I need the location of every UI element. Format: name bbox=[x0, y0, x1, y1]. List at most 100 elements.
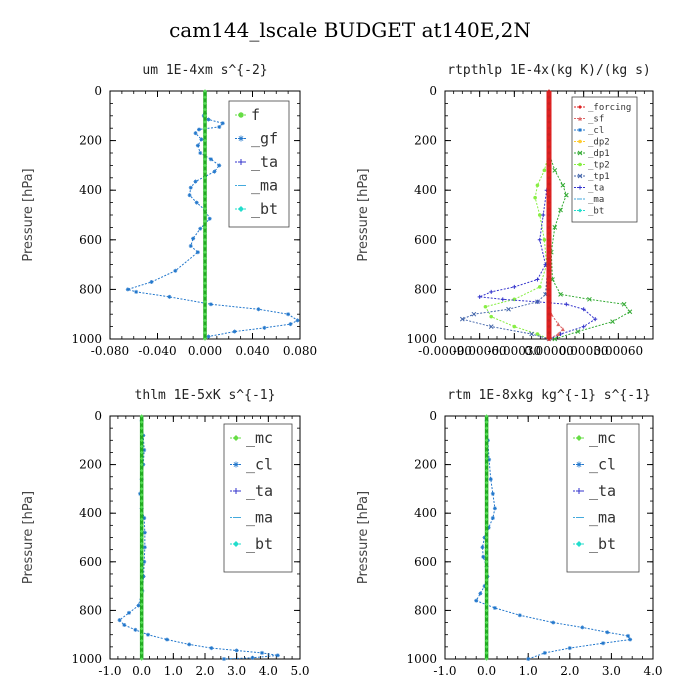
zero-line-marker bbox=[139, 657, 144, 661]
data-point-sf bbox=[560, 327, 565, 332]
zero-line-marker bbox=[547, 200, 551, 205]
data-point-ta bbox=[477, 294, 482, 299]
legend-entry-f: f bbox=[251, 106, 260, 124]
data-point-cl bbox=[146, 632, 150, 637]
x-tick-label: -1.0 bbox=[433, 664, 456, 678]
zero-line-marker bbox=[139, 651, 144, 655]
data-point-tp2 bbox=[533, 195, 537, 200]
data-point-cl bbox=[234, 648, 239, 653]
legend-entry-ma: _ma bbox=[589, 509, 616, 527]
data-point-cl bbox=[195, 250, 200, 255]
zero-line-marker bbox=[139, 499, 144, 503]
data-point-sf bbox=[556, 332, 561, 337]
zero-line-marker bbox=[139, 529, 144, 534]
data-point-cl bbox=[167, 294, 172, 299]
zero-line-marker bbox=[484, 462, 489, 467]
data-point-dp1 bbox=[560, 182, 566, 188]
zero-line-marker bbox=[203, 256, 207, 261]
zero-line-marker bbox=[547, 318, 551, 323]
chart-title: um 1E-4xm s^{-2} bbox=[142, 63, 267, 78]
zero-line-marker bbox=[547, 324, 551, 329]
data-point-cl bbox=[206, 334, 211, 339]
zero-line-marker bbox=[484, 602, 489, 607]
legend: _mc _cl _ta _ma _bt bbox=[566, 423, 640, 573]
data-point-cl bbox=[199, 137, 204, 142]
data-point-cl bbox=[260, 650, 264, 655]
legend-entry-bt: _bt bbox=[251, 200, 278, 218]
zero-line-marker bbox=[547, 269, 551, 273]
data-point-cl bbox=[142, 530, 147, 535]
zero-line-marker bbox=[547, 250, 551, 254]
zero-line-marker bbox=[203, 262, 207, 267]
data-point-dp1 bbox=[587, 296, 592, 302]
zero-line-marker bbox=[484, 511, 489, 515]
legend-box bbox=[566, 423, 640, 573]
zero-line-marker bbox=[547, 287, 551, 292]
zero-line-marker bbox=[484, 474, 489, 479]
zero-line-marker bbox=[547, 225, 551, 230]
x-tick-label: 0.080 bbox=[283, 344, 317, 358]
zero-line-marker bbox=[139, 547, 144, 552]
zero-line-marker bbox=[203, 182, 207, 186]
legend-entry-ta: _ta bbox=[588, 184, 604, 194]
data-point-cl bbox=[626, 633, 631, 638]
chart-title: rtpthlp 1E-4x(kg K)/(kg s) bbox=[447, 63, 651, 78]
data-point-cl bbox=[187, 642, 192, 647]
zero-line-marker bbox=[203, 151, 207, 155]
data-point-cl bbox=[117, 618, 122, 623]
y-axis-label: Pressure [hPa] bbox=[21, 168, 36, 261]
data-point-cl bbox=[133, 627, 138, 632]
data-point-cl bbox=[542, 650, 547, 655]
zero-line-marker bbox=[139, 505, 144, 509]
zero-line-marker bbox=[139, 578, 144, 582]
x-tick-label: 1.0 bbox=[164, 664, 183, 678]
data-point-cl bbox=[526, 657, 531, 661]
zero-line-marker bbox=[203, 293, 207, 298]
legend-entry-tp2: _tp2 bbox=[588, 161, 610, 171]
zero-line-marker bbox=[484, 614, 489, 619]
zero-line-marker bbox=[203, 95, 207, 99]
zero-line-marker bbox=[484, 553, 489, 558]
data-point-cl bbox=[127, 610, 131, 615]
data-point-cl bbox=[220, 121, 225, 126]
zero-line-marker bbox=[139, 608, 144, 613]
zero-line-marker bbox=[547, 213, 551, 217]
zero-line-marker bbox=[139, 426, 144, 430]
x-tick-label: 4.0 bbox=[259, 664, 278, 678]
y-tick-label: 0 bbox=[94, 84, 102, 98]
data-point-tp2 bbox=[537, 285, 542, 289]
zero-line-marker bbox=[139, 523, 144, 528]
zero-line-marker bbox=[139, 438, 144, 443]
data-point-dp1 bbox=[558, 292, 563, 297]
zero-line-marker bbox=[203, 194, 207, 199]
zero-line-marker bbox=[203, 114, 207, 118]
data-point-cl bbox=[232, 329, 237, 334]
y-tick-label: 600 bbox=[414, 555, 437, 569]
zero-line-marker bbox=[484, 632, 489, 637]
zero-line-marker bbox=[139, 444, 144, 449]
zero-line-marker bbox=[203, 269, 207, 273]
data-point-cl bbox=[198, 226, 203, 231]
zero-line-marker bbox=[484, 572, 489, 576]
zero-line-marker bbox=[484, 468, 489, 473]
zero-line-marker bbox=[484, 456, 489, 461]
legend-entry-bt: _bt bbox=[246, 535, 273, 553]
zero-line-marker bbox=[203, 219, 207, 223]
chart-panel-1: um 1E-4xm s^{-2} Pressure [hPa] 0 200 400 600… bbox=[21, 63, 317, 358]
data-point-cl bbox=[188, 244, 193, 248]
legend: _forcing _sf_cl _dp2_dp1 _tp2_tp1 _ta_ma _bt bbox=[571, 96, 638, 223]
data-point-dp1 bbox=[610, 319, 615, 324]
legend-marker-bt bbox=[233, 541, 239, 547]
zero-line-marker bbox=[547, 182, 551, 186]
legend-entry-cl: _cl bbox=[588, 126, 604, 136]
legend-marker-bt bbox=[576, 541, 582, 547]
zero-line-marker bbox=[203, 244, 207, 248]
x-tick-label: -1.0 bbox=[98, 664, 121, 678]
data-point-dp1 bbox=[575, 329, 581, 334]
zero-line-marker bbox=[484, 620, 489, 625]
data-point-tp1 bbox=[488, 324, 494, 329]
data-point-cl bbox=[212, 169, 217, 174]
zero-line-marker bbox=[203, 132, 207, 137]
x-tick-label: 0.0 bbox=[477, 664, 496, 678]
data-point-ta bbox=[593, 317, 598, 322]
